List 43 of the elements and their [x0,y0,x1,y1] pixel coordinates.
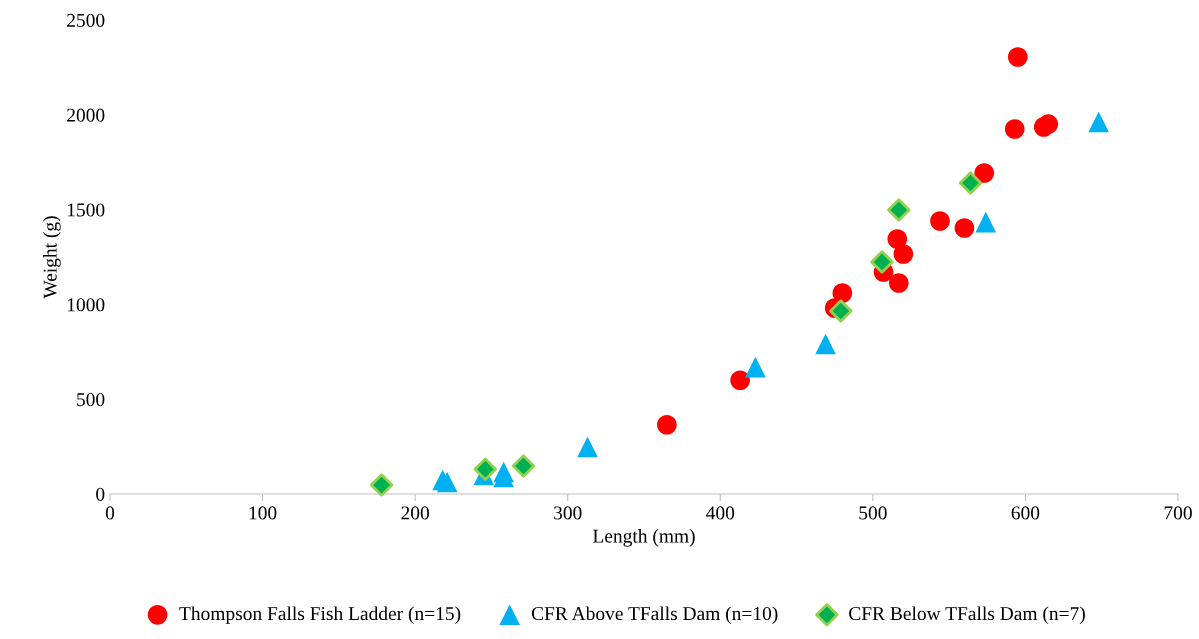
y-tick-label: 2500 [67,13,105,27]
point [888,273,909,293]
point [745,356,766,378]
x-tick-label: 0 [105,506,115,520]
point [1007,47,1028,67]
point [974,163,995,183]
point [473,457,498,481]
y-axis-title: Weight (g) [43,216,61,299]
point [577,436,598,458]
y-tick-label: 2000 [67,108,105,122]
point [832,283,853,303]
x-tick-label: 200 [401,506,429,520]
point [829,299,853,323]
legend-label: CFR Above TFalls Dam (n=10) [531,606,778,625]
y-tick-label: 1000 [67,298,105,312]
point [1038,114,1059,134]
point [954,218,975,238]
point [930,211,950,231]
point [657,414,677,435]
y-tick-label: 1500 [67,203,105,217]
y-tick-label: 500 [77,393,105,407]
point [436,471,458,493]
point [870,250,894,274]
point [893,244,914,264]
point [730,370,750,391]
x-tick-label: 700 [1164,506,1192,520]
point [369,473,394,497]
x-tick-label: 500 [859,506,887,520]
point [887,198,911,222]
point [975,211,997,233]
x-tick-label: 600 [1011,506,1040,520]
point [815,333,836,355]
point [511,454,536,478]
y-tick-label: 0 [96,487,105,501]
legend-label: Thompson Falls Fish Ladder (n=15) [179,606,461,625]
point [1088,111,1109,133]
x-tick-label: 300 [554,506,582,520]
point [1004,119,1025,139]
x-tick-label: 400 [706,506,735,520]
x-axis-title: Length (mm) [592,528,695,547]
legend-label: CFR Below TFalls Dam (n=7) [849,606,1085,625]
point [958,171,983,195]
x-tick-label: 100 [249,506,277,520]
